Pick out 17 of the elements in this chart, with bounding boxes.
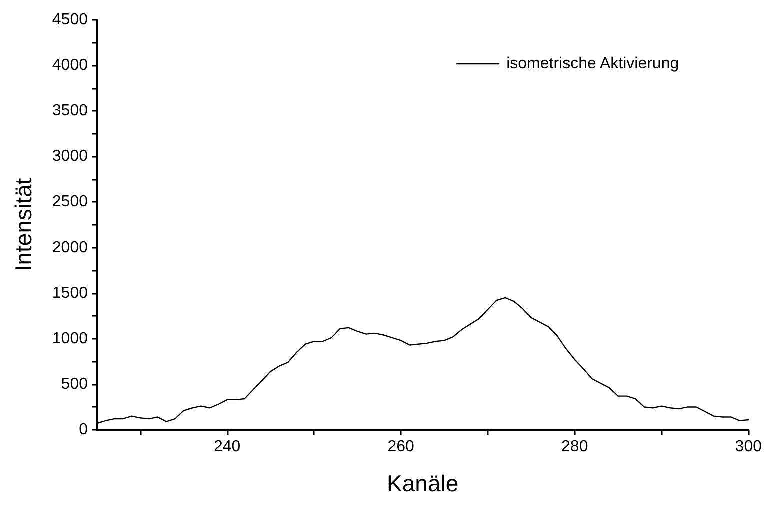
y-tick-label: 3500 [52,102,88,120]
x-tick-label: 280 [562,438,588,456]
y-axis-title: Intensität [10,178,36,272]
y-tick-label: 4000 [52,57,88,74]
x-tick-label: 300 [735,438,762,456]
y-tick-label: 1500 [52,284,88,302]
y-tick-label: 0 [79,422,88,438]
y-tick-label: 500 [61,376,88,393]
y-tick-label: 4500 [52,12,88,28]
y-tick-label: 1000 [52,330,88,348]
y-tick-label: 2500 [52,194,88,211]
x-axis-title: Kanäle [387,470,459,496]
legend-label: isometrische Aktivierung [506,56,680,72]
y-tick-label: 2000 [52,239,88,256]
x-tick-label: 240 [214,438,241,456]
x-tick-label: 260 [388,438,415,456]
y-tick-label: 3000 [52,148,88,166]
